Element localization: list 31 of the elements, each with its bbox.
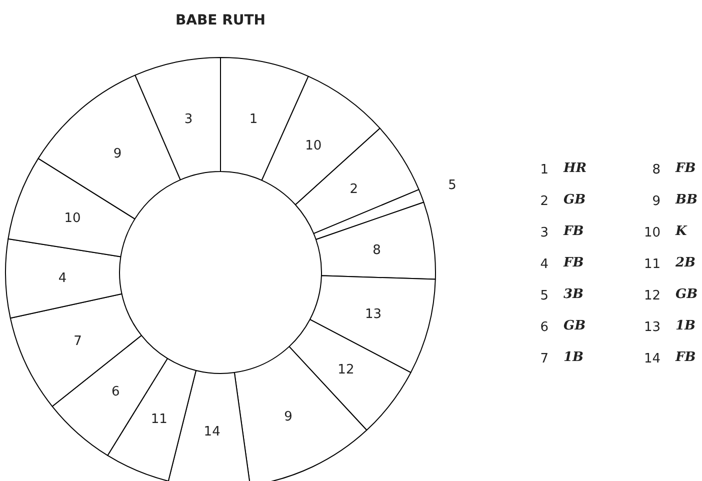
text: 9 BB (652, 192, 698, 209)
text: 5 3B (540, 287, 584, 304)
slice-label: 1 (249, 112, 258, 127)
chart-title: BABE RUTH (175, 12, 266, 28)
slice-label: 10 (305, 138, 322, 154)
slice-label: 11 (150, 412, 168, 428)
text: 10 K (644, 224, 687, 240)
slice-label: 14 (204, 424, 220, 440)
text: 3 FB (540, 224, 584, 240)
text: 12 GB (644, 287, 698, 304)
text: 2 GB (540, 192, 586, 209)
slice-label: 6 (112, 384, 120, 400)
text: 7 1B (540, 350, 584, 366)
text: 4 FB (540, 256, 584, 272)
text: 1 HR (540, 161, 587, 178)
slice-label: 5 (448, 178, 456, 194)
slice-label: 9 (113, 146, 122, 162)
text: 6 GB (540, 318, 586, 335)
slice-label: 13 (365, 306, 382, 322)
text: 13 1B (644, 318, 696, 335)
slice-label: 4 (58, 270, 67, 286)
text: 8 FB (652, 161, 696, 178)
slice-label: 12 (338, 362, 354, 378)
slice-label: 10 (64, 211, 81, 226)
slice-label: 9 (284, 409, 292, 424)
slice-label: 8 (372, 242, 381, 258)
slice-label: 7 (74, 334, 82, 350)
text: 11 2B (644, 256, 696, 272)
text: 14 FB (644, 350, 696, 366)
slice-label: 2 (350, 182, 358, 197)
slice-label: 3 (184, 112, 193, 127)
